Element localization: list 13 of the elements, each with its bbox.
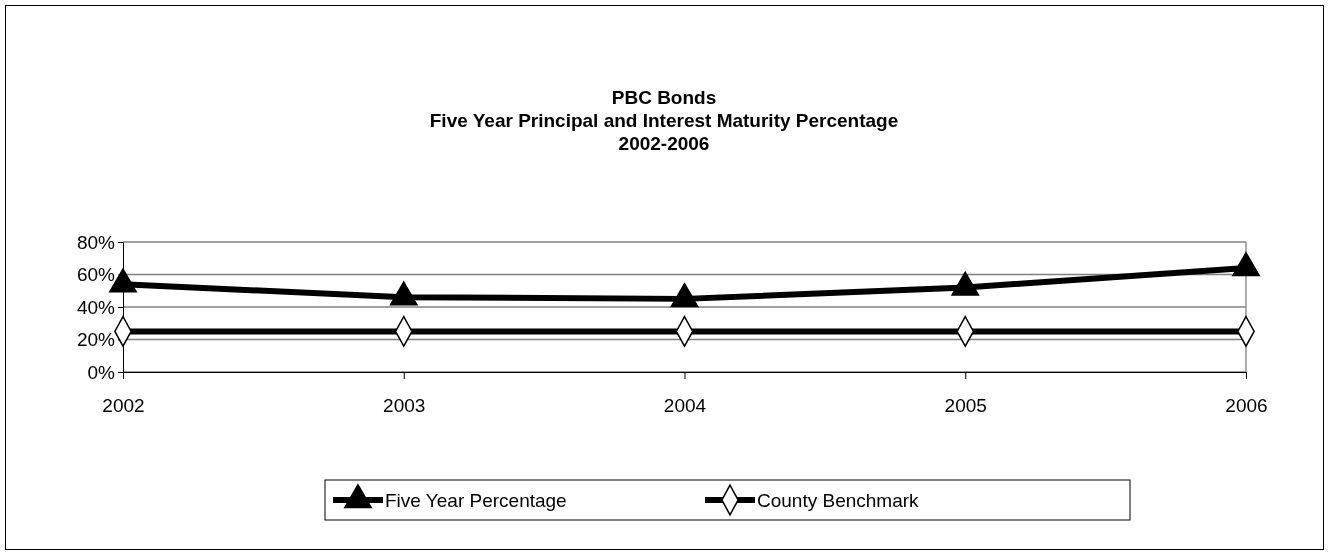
y-tick-label: 40% [76,296,116,318]
x-tick-label: 2003 [383,395,426,417]
chart-title: PBC Bonds Five Year Principal and Interest Maturity Percentage 2002-2006 [429,87,899,154]
legend-label: County Benchmark [757,490,920,511]
y-tick-label: 0% [87,361,116,383]
x-tick-label: 2002 [102,395,145,417]
x-tick-label: 2006 [1225,395,1268,417]
y-tick-label: 20% [76,329,116,351]
y-tick-label: 60% [76,264,116,286]
x-tick-label: 2004 [663,395,707,417]
y-tick-label: 80% [76,231,116,253]
x-tick-label: 2005 [944,395,987,417]
legend-label: Five Year Percentage [385,490,567,511]
